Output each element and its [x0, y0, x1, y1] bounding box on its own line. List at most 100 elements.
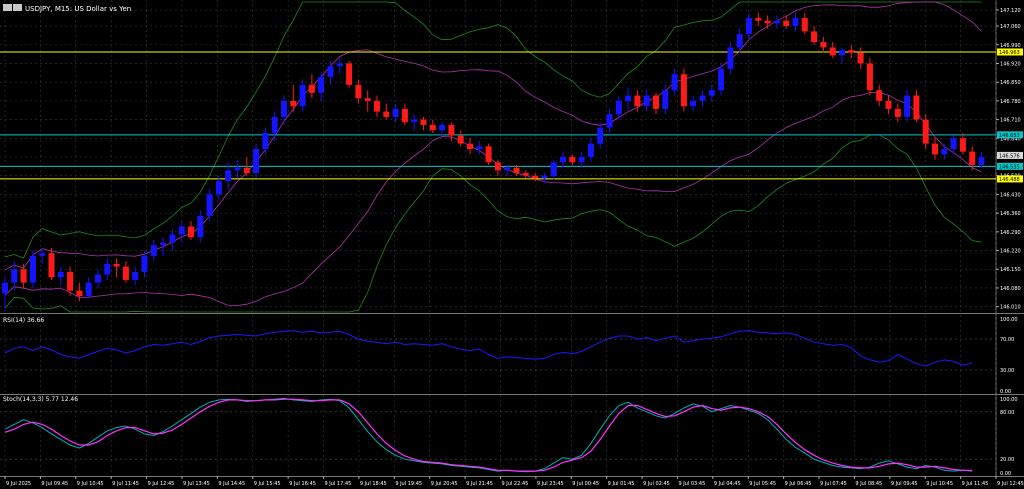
- bull-candle[interactable]: [606, 114, 613, 128]
- bull-candle[interactable]: [225, 170, 232, 182]
- bull-candle[interactable]: [718, 68, 725, 91]
- bull-candle[interactable]: [411, 119, 418, 123]
- bear-candle[interactable]: [522, 173, 529, 176]
- bear-candle[interactable]: [857, 52, 864, 64]
- bear-candle[interactable]: [755, 18, 762, 21]
- bull-candle[interactable]: [550, 162, 557, 176]
- bull-candle[interactable]: [299, 84, 306, 107]
- bear-candle[interactable]: [783, 20, 790, 27]
- bull-candle[interactable]: [281, 100, 287, 117]
- bull-candle[interactable]: [662, 90, 669, 109]
- bull-candle[interactable]: [141, 255, 148, 272]
- bear-candle[interactable]: [876, 90, 883, 101]
- bull-candle[interactable]: [839, 50, 845, 56]
- bull-candle[interactable]: [699, 95, 706, 101]
- bear-candle[interactable]: [420, 119, 427, 125]
- bull-candle[interactable]: [85, 282, 92, 296]
- bear-candle[interactable]: [346, 63, 353, 85]
- bull-candle[interactable]: [625, 95, 632, 101]
- bull-candle[interactable]: [476, 146, 483, 149]
- bear-candle[interactable]: [67, 271, 74, 291]
- bear-candle[interactable]: [20, 269, 27, 283]
- bear-candle[interactable]: [374, 100, 380, 112]
- bull-candle[interactable]: [792, 18, 799, 27]
- bull-candle[interactable]: [439, 124, 446, 131]
- bear-candle[interactable]: [290, 100, 297, 107]
- bull-candle[interactable]: [327, 66, 334, 77]
- bull-candle[interactable]: [746, 18, 752, 35]
- bull-candle[interactable]: [736, 34, 743, 48]
- bear-candle[interactable]: [188, 226, 194, 238]
- bull-candle[interactable]: [941, 148, 948, 155]
- bull-candle[interactable]: [950, 138, 957, 149]
- bull-candle[interactable]: [978, 157, 985, 166]
- bear-candle[interactable]: [764, 20, 771, 24]
- bull-candle[interactable]: [29, 255, 36, 283]
- bear-candle[interactable]: [113, 263, 120, 267]
- bear-candle[interactable]: [969, 151, 976, 166]
- bull-candle[interactable]: [253, 148, 260, 174]
- bull-candle[interactable]: [773, 20, 780, 24]
- bull-candle[interactable]: [206, 194, 213, 216]
- bear-candle[interactable]: [922, 119, 929, 144]
- bull-candle[interactable]: [95, 274, 101, 283]
- bull-candle[interactable]: [587, 143, 594, 157]
- bear-candle[interactable]: [680, 74, 687, 107]
- bull-candle[interactable]: [57, 271, 64, 278]
- bear-candle[interactable]: [801, 18, 808, 32]
- bear-candle[interactable]: [569, 157, 576, 163]
- bear-candle[interactable]: [932, 143, 938, 155]
- bull-candle[interactable]: [160, 242, 167, 246]
- stochastic-indicator[interactable]: [4, 397, 973, 473]
- bear-candle[interactable]: [913, 95, 920, 120]
- bull-candle[interactable]: [271, 116, 278, 133]
- bear-candle[interactable]: [243, 167, 250, 174]
- bull-candle[interactable]: [578, 157, 585, 163]
- bull-candle[interactable]: [392, 108, 399, 117]
- bear-candle[interactable]: [494, 162, 501, 171]
- bull-candle[interactable]: [904, 95, 911, 117]
- bear-candle[interactable]: [885, 100, 892, 109]
- bull-candle[interactable]: [597, 127, 604, 144]
- bull-candle[interactable]: [615, 100, 622, 115]
- stoch-main-line[interactable]: [4, 397, 973, 473]
- bear-candle[interactable]: [122, 266, 129, 280]
- bear-candle[interactable]: [308, 84, 315, 93]
- bull-candle[interactable]: [318, 76, 325, 93]
- bull-candle[interactable]: [336, 63, 343, 67]
- bear-candle[interactable]: [457, 135, 464, 144]
- bear-candle[interactable]: [532, 175, 539, 179]
- rsi-line[interactable]: [4, 330, 973, 367]
- bull-candle[interactable]: [708, 90, 715, 96]
- bull-candle[interactable]: [104, 263, 111, 275]
- bear-candle[interactable]: [959, 138, 966, 152]
- bear-candle[interactable]: [383, 111, 390, 117]
- price-axis[interactable]: 147.120 147.060 146.990 146.920 146.850 146.7…: [996, 8, 1023, 477]
- bear-candle[interactable]: [485, 146, 492, 163]
- bull-candle[interactable]: [643, 95, 650, 107]
- bull-candle[interactable]: [169, 234, 176, 243]
- bull-candle[interactable]: [11, 269, 18, 283]
- stoch-signal-line[interactable]: [4, 398, 973, 472]
- bull-candle[interactable]: [197, 215, 204, 238]
- bull-candle[interactable]: [215, 181, 222, 195]
- bull-candle[interactable]: [727, 47, 734, 69]
- bear-candle[interactable]: [513, 167, 520, 174]
- bull-candle[interactable]: [690, 100, 697, 107]
- bear-candle[interactable]: [866, 63, 873, 91]
- bull-candle[interactable]: [150, 245, 157, 256]
- bull-candle[interactable]: [234, 167, 241, 171]
- bear-candle[interactable]: [364, 98, 371, 101]
- bull-candle[interactable]: [39, 253, 46, 256]
- bear-candle[interactable]: [448, 124, 455, 136]
- bull-candle[interactable]: [560, 157, 566, 163]
- bull-candle[interactable]: [178, 226, 185, 235]
- bear-candle[interactable]: [848, 50, 855, 53]
- bull-candle[interactable]: [504, 167, 511, 171]
- bull-candle[interactable]: [2, 282, 8, 294]
- bear-candle[interactable]: [401, 108, 408, 123]
- bear-candle[interactable]: [829, 47, 836, 56]
- bear-candle[interactable]: [467, 143, 473, 149]
- bear-candle[interactable]: [76, 290, 83, 296]
